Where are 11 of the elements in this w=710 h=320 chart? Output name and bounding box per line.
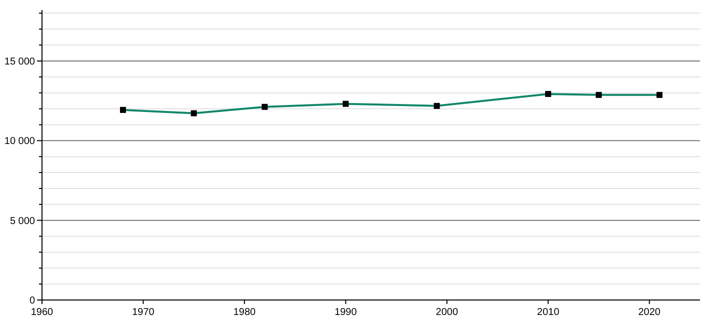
x-tick-label: 2020 — [638, 307, 661, 318]
x-tick-label: 2000 — [436, 307, 458, 318]
x-tick-label: 1990 — [334, 307, 358, 318]
y-tick-label: 5 000 — [10, 216, 36, 227]
y-tick-label: 0 — [29, 296, 36, 306]
y-tick-label: 15 000 — [4, 56, 36, 68]
x-tick-label: 1970 — [132, 307, 155, 318]
x-tick-label: 1980 — [233, 307, 256, 318]
y-tick-label: 10 000 — [4, 136, 36, 148]
x-tick-label: 1960 — [30, 307, 54, 318]
x-tick-label: 2010 — [537, 307, 560, 318]
